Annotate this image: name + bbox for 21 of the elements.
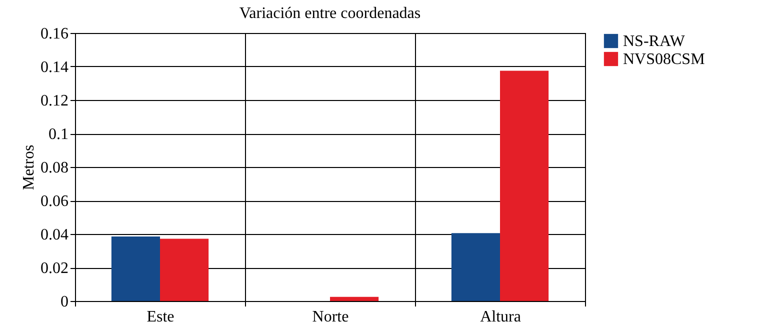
chart-title: Variación entre coordenadas — [239, 5, 421, 22]
y-tick-label: 0.08 — [40, 160, 68, 176]
y-tick-label: 0.04 — [40, 226, 68, 244]
x-tick-label: Norte — [312, 308, 349, 326]
bar — [451, 233, 500, 301]
y-tick-label: 0 — [60, 294, 68, 310]
y-tick-label: 0.02 — [40, 260, 68, 277]
bar — [160, 238, 209, 301]
y-tick-label: 0.1 — [48, 126, 68, 143]
y-axis-title: Metros — [20, 144, 38, 190]
y-tick-label: 0.06 — [40, 193, 68, 210]
x-tick-label: Este — [146, 308, 174, 326]
bar — [111, 236, 160, 301]
y-tick-label: 0.16 — [40, 26, 68, 42]
bar — [500, 70, 549, 301]
bar — [330, 296, 379, 301]
y-tick-label: 0.14 — [40, 59, 68, 76]
legend-label: NS-RAW — [623, 33, 686, 50]
x-tick-label: Altura — [480, 308, 521, 326]
y-tick-label: 0.12 — [40, 92, 68, 110]
legend-label: NVS08CSM — [623, 51, 705, 68]
